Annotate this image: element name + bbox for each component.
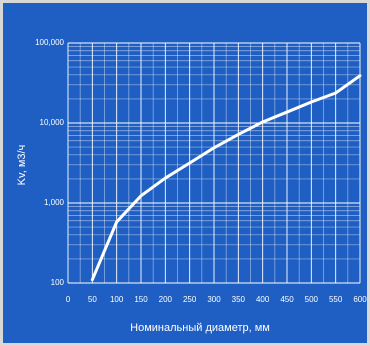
- y-tick-label: 1,000: [44, 198, 65, 207]
- x-tick-label: 0: [66, 295, 71, 304]
- curve: [90, 74, 362, 282]
- x-tick-label: 100: [110, 295, 124, 304]
- x-tick-label: 400: [256, 295, 270, 304]
- x-tick-label: 350: [232, 295, 246, 304]
- y-tick-label: 100,000: [35, 38, 64, 47]
- x-axis-label: Номинальный диаметр, мм: [130, 322, 270, 334]
- x-tick-label: 200: [159, 295, 173, 304]
- x-tick-label: 600: [353, 295, 367, 304]
- x-tick-label: 50: [88, 295, 97, 304]
- background: [3, 3, 367, 343]
- x-tick-label: 550: [329, 295, 343, 304]
- y-axis-label: Kv, м3/ч: [16, 145, 28, 186]
- y-tick-label: 100: [51, 278, 65, 287]
- y-tick-label: 10,000: [40, 118, 65, 127]
- x-tick-label: 450: [280, 295, 294, 304]
- x-tick-label: 500: [305, 295, 319, 304]
- x-tick-label: 300: [207, 295, 221, 304]
- x-tick-label: 150: [134, 295, 148, 304]
- x-tick-label: 250: [183, 295, 197, 304]
